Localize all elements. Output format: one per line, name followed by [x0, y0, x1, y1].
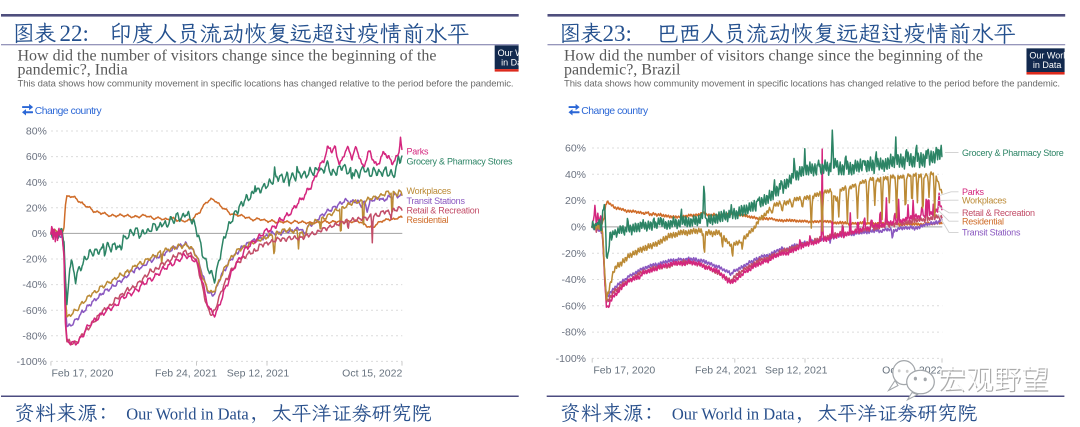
svg-text:Change country: Change country [581, 106, 649, 117]
svg-text:This data shows how community: This data shows how community movement i… [18, 79, 514, 90]
svg-text:0%: 0% [32, 228, 47, 240]
svg-text:22:: 22: [60, 21, 89, 46]
svg-text:in Data: in Data [501, 57, 530, 67]
svg-text:Parks: Parks [962, 187, 985, 197]
svg-text:-80%: -80% [561, 327, 586, 339]
svg-text:How did the number of visitors: How did the number of visitors change si… [564, 48, 983, 65]
svg-text:Retail & Recreation: Retail & Recreation [962, 208, 1035, 218]
svg-text:0%: 0% [571, 222, 586, 234]
svg-text:-20%: -20% [561, 248, 586, 260]
svg-text:60%: 60% [565, 143, 586, 155]
svg-text:Transit Stations: Transit Stations [962, 228, 1021, 238]
svg-text:Grocery & Pharmacy Stores: Grocery & Pharmacy Stores [407, 157, 514, 167]
svg-text:80%: 80% [26, 126, 47, 138]
svg-text:Sep 12, 2021: Sep 12, 2021 [227, 367, 290, 379]
svg-text:Feb 17, 2020: Feb 17, 2020 [593, 364, 655, 376]
svg-text:-80%: -80% [22, 330, 47, 342]
svg-text:Retail & Recreation: Retail & Recreation [407, 206, 480, 216]
svg-text:20%: 20% [565, 195, 586, 207]
svg-text:Workplaces: Workplaces [407, 186, 452, 196]
svg-text:20%: 20% [26, 202, 47, 214]
svg-text:in Data: in Data [1033, 60, 1062, 70]
svg-text:Our World in Data: Our World in Data [672, 404, 795, 423]
svg-text:Residential: Residential [407, 215, 449, 225]
svg-text:Feb 24, 2021: Feb 24, 2021 [695, 364, 757, 376]
svg-text:pandemic?, Brazil: pandemic?, Brazil [564, 61, 681, 78]
svg-text:40%: 40% [565, 169, 586, 181]
svg-text:Transit Stations: Transit Stations [407, 196, 466, 206]
svg-text:60%: 60% [26, 151, 47, 163]
svg-text:-100%: -100% [17, 356, 47, 368]
svg-text:Feb 24, 2021: Feb 24, 2021 [155, 367, 217, 379]
svg-text:Feb 17, 2020: Feb 17, 2020 [52, 367, 114, 379]
svg-text:Residential: Residential [962, 216, 1004, 226]
svg-text:-100%: -100% [556, 353, 586, 365]
svg-text:-40%: -40% [22, 279, 47, 291]
svg-text:-60%: -60% [22, 305, 47, 317]
svg-text:-60%: -60% [561, 300, 586, 312]
svg-text:Our World in Data: Our World in Data [126, 404, 249, 423]
svg-text:Grocery & Pharmacy Store: Grocery & Pharmacy Store [962, 148, 1064, 158]
svg-text:Our World: Our World [1029, 51, 1070, 61]
svg-text:Parks: Parks [407, 147, 430, 157]
svg-text:Change country: Change country [35, 106, 103, 117]
svg-text:pandemic?, India: pandemic?, India [18, 61, 128, 78]
svg-text:40%: 40% [26, 177, 47, 189]
svg-text:How did the number of visitors: How did the number of visitors change si… [18, 48, 437, 65]
svg-text:Our World: Our World [498, 48, 539, 58]
svg-text:Sep 12, 2021: Sep 12, 2021 [765, 364, 828, 376]
svg-text:Workplaces: Workplaces [962, 195, 1007, 205]
svg-text:-40%: -40% [561, 274, 586, 286]
svg-text:This data shows how community: This data shows how community movement i… [564, 79, 1060, 90]
svg-text:Oct 15, 2022: Oct 15, 2022 [342, 367, 402, 379]
svg-text:-20%: -20% [22, 254, 47, 266]
svg-text:23:: 23: [603, 21, 632, 46]
